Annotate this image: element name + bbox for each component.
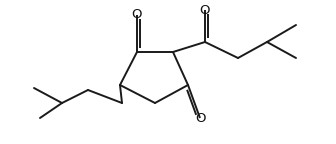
Text: O: O (196, 111, 206, 125)
Text: O: O (200, 3, 210, 17)
Text: O: O (132, 8, 142, 21)
